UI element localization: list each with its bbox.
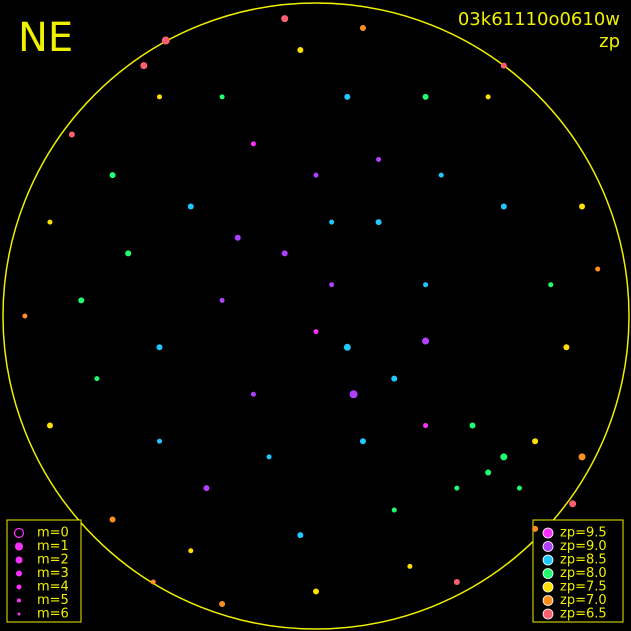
star bbox=[219, 297, 225, 303]
star bbox=[68, 131, 75, 138]
star bbox=[78, 297, 85, 304]
star bbox=[329, 282, 335, 288]
color-legend-label: zp=9.5 bbox=[560, 526, 607, 541]
size-legend-symbol bbox=[16, 570, 22, 577]
star bbox=[376, 157, 382, 162]
star bbox=[407, 563, 413, 569]
star bbox=[281, 250, 288, 257]
star bbox=[109, 172, 116, 179]
star bbox=[313, 329, 319, 335]
size-legend-symbol bbox=[13, 527, 25, 539]
star bbox=[266, 454, 272, 460]
star bbox=[250, 391, 256, 397]
star bbox=[500, 203, 507, 210]
star bbox=[423, 423, 429, 429]
star bbox=[422, 337, 430, 345]
size-legend-symbol bbox=[17, 612, 21, 616]
size-legend-symbol bbox=[16, 584, 22, 590]
star bbox=[297, 46, 304, 53]
star bbox=[156, 344, 163, 351]
star bbox=[375, 219, 382, 226]
star bbox=[109, 516, 116, 523]
star bbox=[125, 250, 132, 257]
color-legend-symbol bbox=[542, 608, 554, 620]
corner-label: NE bbox=[18, 15, 73, 61]
size-legend-symbol bbox=[17, 598, 21, 603]
star bbox=[187, 203, 194, 210]
star bbox=[578, 453, 586, 461]
star bbox=[516, 485, 522, 491]
star bbox=[157, 94, 162, 100]
star bbox=[563, 344, 570, 351]
star bbox=[569, 500, 577, 508]
star bbox=[485, 94, 491, 100]
color-legend-label: zp=8.5 bbox=[560, 553, 607, 568]
star bbox=[595, 266, 601, 272]
size-legend-symbol bbox=[15, 542, 23, 551]
star bbox=[344, 93, 351, 100]
star bbox=[188, 548, 194, 554]
star bbox=[150, 579, 156, 585]
star bbox=[500, 453, 508, 461]
star bbox=[234, 234, 241, 241]
color-legend-symbol bbox=[542, 527, 554, 539]
color-legend-label: zp=7.0 bbox=[560, 593, 607, 608]
star bbox=[250, 141, 256, 147]
star bbox=[349, 390, 358, 399]
star bbox=[157, 438, 162, 444]
color-legend-symbol bbox=[542, 581, 554, 593]
image-id: 03k61110o0610w bbox=[458, 9, 620, 30]
star bbox=[391, 375, 398, 382]
size-legend-label: m=4 bbox=[37, 580, 69, 595]
star bbox=[47, 219, 53, 225]
star bbox=[46, 422, 53, 429]
star bbox=[329, 219, 335, 225]
star bbox=[22, 313, 28, 319]
star bbox=[313, 588, 319, 595]
star bbox=[219, 600, 226, 607]
star bbox=[579, 203, 586, 210]
color-legend-symbol bbox=[542, 568, 554, 579]
star bbox=[359, 25, 366, 32]
star bbox=[359, 438, 366, 445]
star bbox=[297, 532, 304, 539]
star bbox=[453, 579, 460, 586]
star bbox=[140, 62, 148, 70]
star bbox=[454, 485, 460, 491]
color-legend-symbol bbox=[542, 541, 554, 552]
star bbox=[219, 94, 225, 100]
star bbox=[548, 282, 554, 288]
star bbox=[422, 93, 429, 100]
size-legend-label: m=5 bbox=[37, 593, 69, 608]
star bbox=[161, 36, 170, 45]
star bbox=[532, 438, 539, 445]
size-legend-label: m=2 bbox=[37, 553, 69, 568]
star bbox=[94, 376, 100, 382]
size-legend-label: m=6 bbox=[37, 607, 69, 622]
star bbox=[423, 282, 429, 288]
star bbox=[532, 525, 539, 532]
size-legend-symbol bbox=[15, 556, 23, 564]
color-legend-symbol bbox=[542, 595, 554, 606]
size-legend-label: m=1 bbox=[37, 539, 69, 554]
color-legend-label: zp=8.0 bbox=[560, 566, 607, 581]
star bbox=[438, 172, 444, 178]
star bbox=[313, 172, 319, 178]
color-legend-label: zp=7.5 bbox=[560, 580, 607, 595]
color-legend-label: zp=6.5 bbox=[560, 607, 607, 622]
star bbox=[203, 485, 210, 492]
star bbox=[485, 469, 492, 476]
size-legend-label: m=0 bbox=[37, 526, 69, 541]
color-legend-label: zp=9.0 bbox=[560, 539, 607, 554]
size-legend-label: m=3 bbox=[37, 566, 69, 581]
star bbox=[281, 15, 289, 23]
color-legend-symbol bbox=[542, 554, 554, 566]
star bbox=[391, 507, 397, 513]
subtitle: zp bbox=[599, 31, 620, 52]
star bbox=[469, 422, 476, 429]
star bbox=[500, 62, 507, 69]
star bbox=[343, 343, 351, 351]
